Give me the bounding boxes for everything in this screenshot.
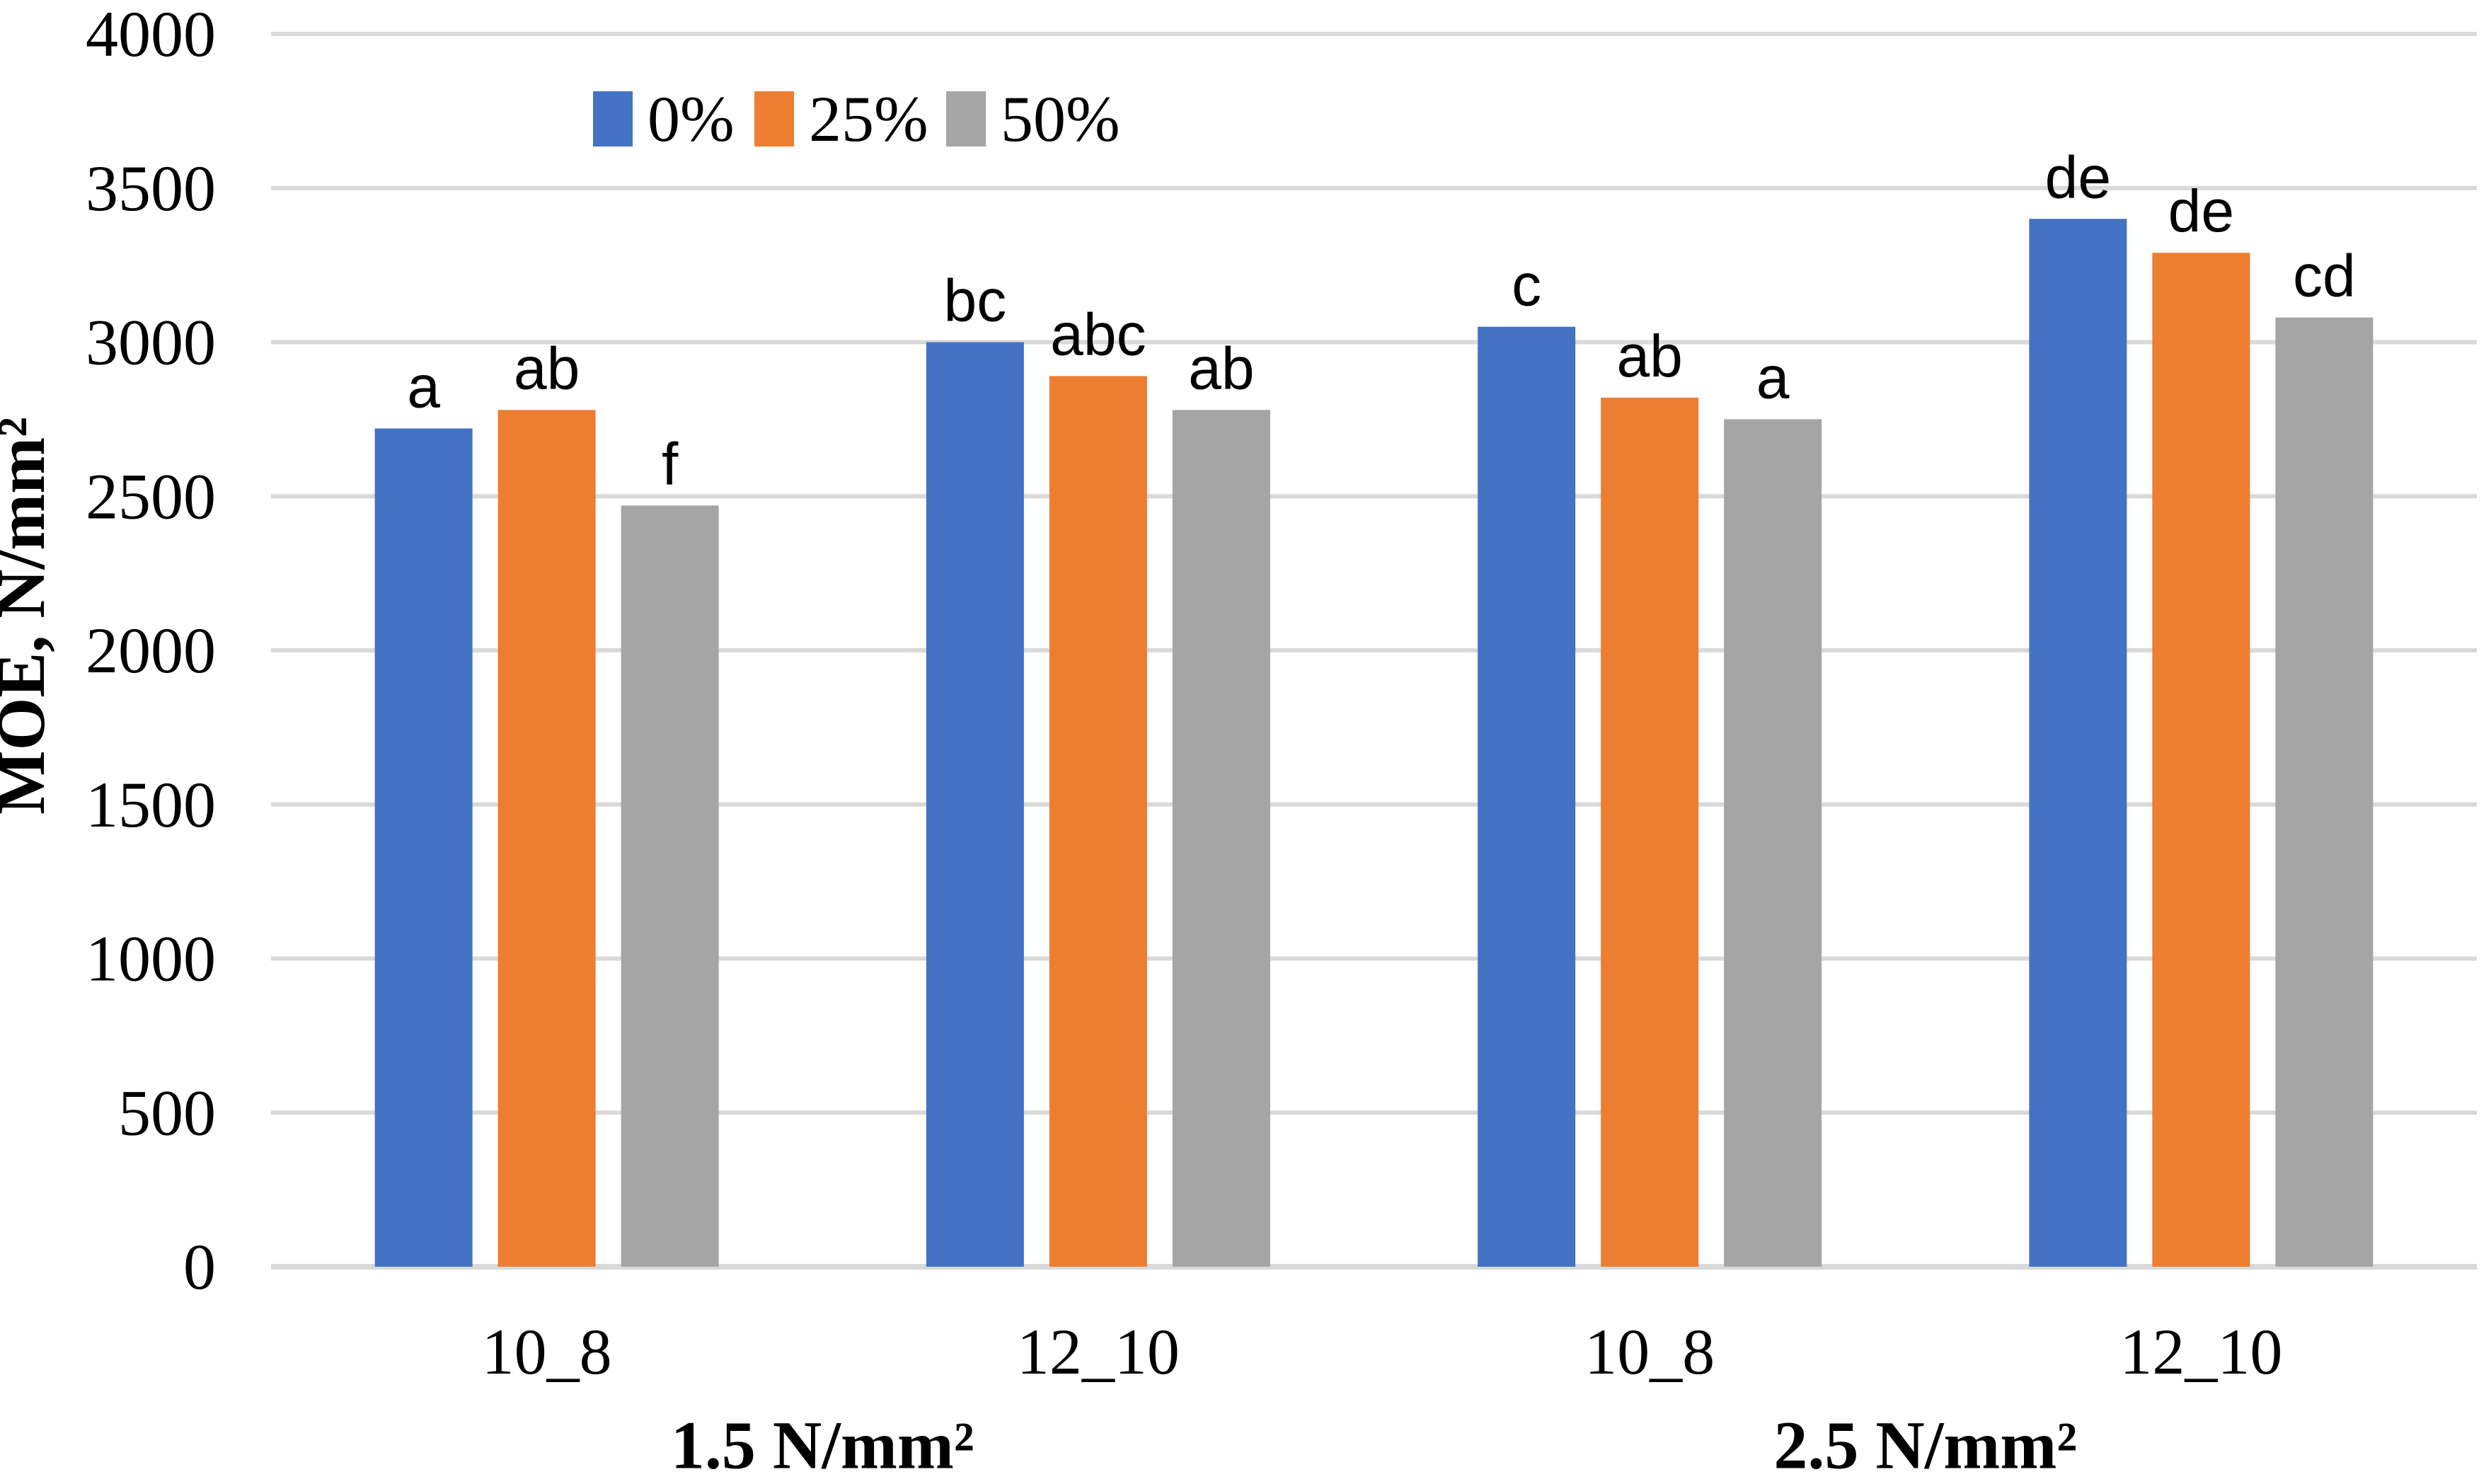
legend-swatch-50%	[946, 91, 986, 146]
y-tick-label: 500	[118, 1076, 216, 1149]
y-axis-title: MOE, N/mm²	[0, 417, 59, 815]
y-tick-label: 2000	[86, 614, 216, 686]
y-tick-label: 3000	[86, 306, 216, 379]
x-tick-label: 10_8	[1584, 1316, 1715, 1388]
legend-swatch-0%	[593, 91, 633, 146]
bar-0%-12_10	[2029, 219, 2127, 1267]
x-tick-label: 12_10	[1017, 1316, 1180, 1388]
significance-letter: a	[1756, 344, 1790, 410]
bar-0%-12_10	[926, 342, 1024, 1267]
significance-letter: abc	[1050, 301, 1146, 367]
significance-letter: c	[1512, 252, 1541, 318]
legend-swatch-25%	[754, 91, 794, 146]
bar-0%-10_8	[374, 428, 473, 1267]
bar-25%-10_8	[497, 410, 596, 1267]
x-tick-label: 12_10	[2119, 1316, 2282, 1388]
bar-25%-12_10	[2152, 253, 2250, 1267]
bar-50%-10_8	[1724, 419, 1822, 1267]
significance-letter: de	[2168, 178, 2234, 244]
significance-letter: ab	[1616, 323, 1682, 389]
bar-50%-12_10	[1172, 410, 1270, 1267]
bar-50%-10_8	[621, 505, 719, 1267]
bar-0%-10_8	[1478, 326, 1576, 1267]
significance-letter: ab	[1188, 335, 1254, 401]
significance-letter: a	[407, 353, 440, 420]
legend-label: 25%	[809, 83, 928, 155]
significance-letter: de	[2045, 144, 2111, 210]
x-group-label: 2.5 N/mm²	[1773, 1408, 2077, 1483]
legend-label: 0%	[648, 83, 735, 155]
y-tick-label: 0	[183, 1231, 216, 1303]
bar-25%-12_10	[1049, 376, 1147, 1267]
x-tick-label: 10_8	[482, 1316, 612, 1388]
legend-label: 50%	[1001, 83, 1120, 155]
significance-letter: bc	[944, 268, 1007, 334]
y-tick-label: 2500	[86, 460, 216, 532]
significance-letter: ab	[514, 335, 580, 401]
bar-50%-12_10	[2275, 317, 2374, 1267]
significance-letter: cd	[2293, 243, 2356, 309]
y-tick-label: 1000	[86, 923, 216, 995]
y-tick-label: 3500	[86, 152, 216, 224]
x-group-label: 1.5 N/mm²	[671, 1408, 974, 1483]
significance-letter: f	[662, 430, 679, 497]
bar-25%-10_8	[1601, 397, 1699, 1267]
y-tick-label: 1500	[86, 769, 216, 841]
y-tick-label: 4000	[86, 0, 216, 70]
